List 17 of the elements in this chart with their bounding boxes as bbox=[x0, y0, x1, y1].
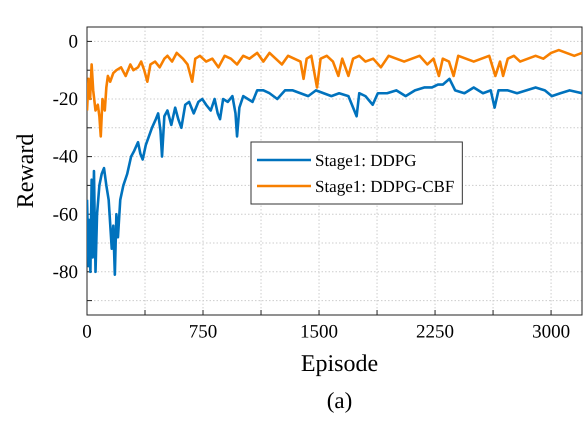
y-tick-label: -20 bbox=[52, 89, 78, 110]
y-axis-title: Reward bbox=[13, 134, 39, 208]
text: (a) bbox=[326, 388, 352, 413]
y-tick-label: -80 bbox=[52, 262, 78, 283]
line-series bbox=[87, 78, 582, 276]
x-tick-label: 3000 bbox=[532, 321, 570, 342]
x-tick-label: 750 bbox=[188, 321, 218, 342]
y-tick-label: -60 bbox=[52, 204, 78, 226]
x-tick-label: 2250 bbox=[416, 321, 454, 342]
x-tick-label: 1500 bbox=[300, 321, 338, 342]
y-tick-label: -40 bbox=[52, 146, 78, 168]
y-tick-label: 0 bbox=[68, 31, 78, 52]
legend-label: Stage1: DDPG-CBF bbox=[315, 177, 454, 196]
line-series bbox=[87, 48, 582, 138]
x-tick-label: 0 bbox=[82, 321, 92, 342]
legend-label: Stage1: DDPG bbox=[315, 151, 417, 170]
x-axis-title: Episode bbox=[300, 351, 378, 377]
